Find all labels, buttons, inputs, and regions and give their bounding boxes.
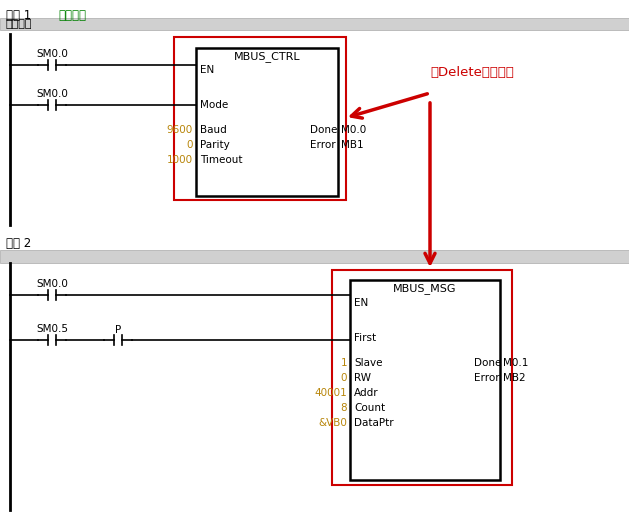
Bar	[0, 18, 629, 30]
Text: 按Delete删除指令: 按Delete删除指令	[430, 67, 514, 80]
Text: 0: 0	[187, 140, 193, 150]
Text: 40001: 40001	[314, 388, 347, 398]
Bar	[196, 48, 338, 196]
Text: 1: 1	[340, 358, 347, 368]
Text: Baud: Baud	[200, 125, 226, 135]
Text: P: P	[115, 325, 121, 335]
Text: DataPtr: DataPtr	[354, 418, 394, 428]
Text: M0.1: M0.1	[503, 358, 528, 368]
Text: Parity: Parity	[200, 140, 230, 150]
Text: SM0.0: SM0.0	[36, 49, 68, 59]
Text: Done: Done	[310, 125, 337, 135]
Text: Mode: Mode	[200, 100, 228, 110]
Text: 9600: 9600	[167, 125, 193, 135]
Bar	[174, 37, 346, 200]
Text: MB2: MB2	[503, 373, 526, 383]
Text: MBUS_CTRL: MBUS_CTRL	[234, 51, 300, 63]
Text: EN: EN	[200, 65, 214, 75]
Text: RW: RW	[354, 373, 371, 383]
Text: SM0.5: SM0.5	[36, 324, 68, 334]
Bar	[0, 250, 629, 263]
Text: 网络注释: 网络注释	[5, 19, 31, 29]
Text: Error: Error	[474, 373, 499, 383]
Text: 1000: 1000	[167, 155, 193, 165]
Text: Error: Error	[310, 140, 336, 150]
Text: Slave: Slave	[354, 358, 382, 368]
Text: MB1: MB1	[341, 140, 364, 150]
Text: 网络 1: 网络 1	[6, 9, 31, 22]
Text: 网络标题: 网络标题	[58, 9, 86, 22]
Bar	[350, 280, 500, 480]
Text: &VB0: &VB0	[318, 418, 347, 428]
Text: First: First	[354, 333, 376, 343]
Text: MBUS_MSG: MBUS_MSG	[393, 284, 457, 294]
Text: M0.0: M0.0	[341, 125, 366, 135]
Text: 网络 2: 网络 2	[6, 237, 31, 250]
Text: EN: EN	[354, 298, 368, 308]
Text: Count: Count	[354, 403, 385, 413]
Text: Timeout: Timeout	[200, 155, 243, 165]
Text: 0: 0	[340, 373, 347, 383]
Text: SM0.0: SM0.0	[36, 279, 68, 289]
Text: Addr: Addr	[354, 388, 379, 398]
Text: SM0.0: SM0.0	[36, 89, 68, 99]
Text: 8: 8	[340, 403, 347, 413]
Text: Done: Done	[474, 358, 501, 368]
Bar	[332, 270, 512, 485]
